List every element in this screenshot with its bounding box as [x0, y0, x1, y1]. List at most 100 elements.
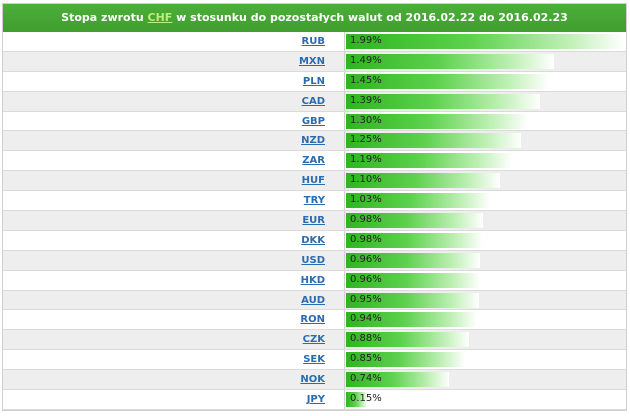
currency-code-link[interactable]: AUD: [301, 294, 325, 306]
currency-code-link[interactable]: CZK: [302, 334, 325, 346]
return-value: 1.30%: [350, 114, 382, 126]
return-value: 0.74%: [350, 373, 382, 385]
bar-cell: 1.25%: [346, 133, 626, 149]
bar-cell: 0.74%: [346, 372, 626, 388]
bar-cell: 1.99%: [346, 34, 626, 49]
column-divider: [344, 51, 345, 71]
table-row: HKD 0.96%: [3, 270, 626, 291]
currency-code-link[interactable]: NOK: [300, 374, 325, 386]
return-value: 1.49%: [350, 54, 382, 66]
bar-cell: 1.30%: [346, 113, 626, 129]
return-value: 0.85%: [350, 353, 382, 365]
currency-code-link[interactable]: GBP: [301, 115, 325, 127]
return-bar: [346, 232, 483, 248]
bar-cell: 0.94%: [346, 312, 626, 328]
table-row: RON 0.94%: [3, 310, 626, 331]
bar-cell: 0.96%: [346, 252, 626, 268]
column-divider: [344, 131, 345, 151]
currency-code-link[interactable]: RUB: [301, 35, 325, 47]
return-value: 1.03%: [350, 194, 382, 206]
bar-cell: 0.88%: [346, 332, 626, 348]
bar-cell: 1.49%: [346, 53, 626, 69]
column-divider: [344, 250, 345, 270]
return-value: 0.98%: [350, 233, 382, 245]
currency-code-link[interactable]: CAD: [301, 95, 325, 107]
currency-code-link[interactable]: TRY: [303, 195, 325, 207]
currency-code-link[interactable]: NZD: [301, 135, 325, 147]
return-bar: [346, 173, 500, 189]
return-bar: [346, 352, 465, 368]
table-row: SEK 0.85%: [3, 350, 626, 371]
currency-code-link[interactable]: USD: [301, 254, 325, 266]
return-bar: [346, 372, 450, 388]
return-bar: [346, 73, 549, 89]
table-row: HUF 1.10%: [3, 171, 626, 192]
return-value: 0.96%: [350, 253, 382, 265]
return-bar: [346, 193, 490, 209]
currency-code-link[interactable]: HKD: [300, 274, 325, 286]
column-divider: [344, 91, 345, 111]
currency-rows: RUB 1.99% MXN 1.49% PLN 1.45% CAD 1.39% GBP 1.30%…: [3, 32, 626, 410]
table-row: ZAR 1.19%: [3, 151, 626, 172]
table-row: NZD 1.25%: [3, 131, 626, 152]
return-value: 0.98%: [350, 214, 382, 226]
currency-code-link[interactable]: MXN: [298, 55, 325, 67]
return-bar: [346, 53, 555, 69]
currency-code-link[interactable]: PLN: [302, 75, 325, 87]
return-value: 1.45%: [350, 74, 382, 86]
column-divider: [344, 350, 345, 370]
bar-cell: 1.10%: [346, 173, 626, 189]
return-value: 1.99%: [350, 35, 382, 46]
bar-cell: 0.98%: [346, 213, 626, 229]
table-row: EUR 0.98%: [3, 211, 626, 231]
currency-code-link[interactable]: RON: [300, 314, 325, 326]
table-row: CZK 0.88%: [3, 330, 626, 351]
table-row: RUB 1.99%: [3, 32, 626, 52]
base-currency-link[interactable]: CHF: [147, 11, 173, 24]
return-bar: [346, 272, 481, 288]
return-bar: [346, 292, 479, 308]
currency-code-link[interactable]: DKK: [301, 234, 325, 246]
return-value: 1.19%: [350, 154, 382, 166]
column-divider: [344, 290, 345, 310]
column-divider: [344, 32, 345, 51]
column-divider: [344, 330, 345, 350]
table-row: TRY 1.03%: [3, 191, 626, 212]
bar-cell: 1.45%: [346, 73, 626, 89]
title-prefix: Stopa zwrotu: [61, 11, 144, 24]
currency-code-link[interactable]: SEK: [303, 354, 325, 366]
table-row: MXN 1.49%: [3, 51, 626, 72]
table-row: NOK 0.74%: [3, 370, 626, 391]
bar-cell: 0.95%: [346, 292, 626, 308]
bar-cell: 1.03%: [346, 193, 626, 209]
bar-cell: 0.15%: [346, 392, 626, 408]
table-row: AUD 0.95%: [3, 290, 626, 311]
column-divider: [344, 230, 345, 250]
return-rate-table: Stopa zwrotu CHF w stosunku do pozostały…: [2, 3, 627, 411]
return-bar: [346, 93, 541, 109]
currency-code-link[interactable]: HUF: [301, 175, 325, 187]
return-bar: [346, 332, 469, 348]
return-bar: [346, 312, 478, 328]
return-value: 1.39%: [350, 94, 382, 106]
return-value: 0.88%: [350, 333, 382, 345]
return-bar: [346, 252, 481, 268]
bar-cell: 0.98%: [346, 232, 626, 248]
table-row: JPY 0.15%: [3, 390, 626, 410]
column-divider: [344, 171, 345, 191]
bar-cell: 0.85%: [346, 352, 626, 368]
return-value: 0.15%: [350, 393, 382, 405]
column-divider: [344, 211, 345, 230]
column-divider: [344, 390, 345, 409]
table-row: GBP 1.30%: [3, 111, 626, 132]
return-value: 0.94%: [350, 313, 382, 325]
title-suffix: w stosunku do pozostałych walut od 2016.…: [176, 11, 568, 24]
return-bar: [346, 34, 624, 49]
currency-code-link[interactable]: JPY: [306, 393, 325, 405]
table-row: DKK 0.98%: [3, 230, 626, 251]
column-divider: [344, 270, 345, 290]
currency-code-link[interactable]: ZAR: [302, 155, 325, 167]
return-value: 0.95%: [350, 293, 382, 305]
currency-code-link[interactable]: EUR: [302, 214, 325, 226]
table-row: USD 0.96%: [3, 250, 626, 271]
